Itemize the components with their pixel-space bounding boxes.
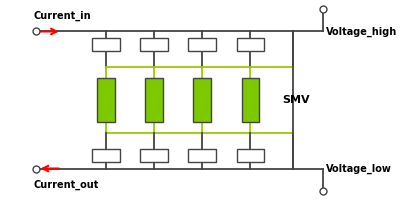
Bar	[141, 38, 168, 51]
Bar	[188, 38, 216, 51]
Text: SMV: SMV	[282, 95, 309, 105]
Bar	[237, 38, 264, 51]
Bar	[237, 149, 264, 162]
Bar	[188, 149, 216, 162]
Bar	[92, 38, 120, 51]
Bar	[141, 149, 168, 162]
Bar	[97, 78, 115, 122]
Text: Voltage_high: Voltage_high	[326, 26, 398, 37]
Bar	[241, 78, 259, 122]
Text: Current_in: Current_in	[34, 10, 92, 21]
Bar	[92, 149, 120, 162]
Text: Current_out: Current_out	[34, 179, 99, 190]
Text: Voltage_low: Voltage_low	[326, 163, 392, 174]
Bar	[194, 78, 211, 122]
Bar	[145, 78, 163, 122]
